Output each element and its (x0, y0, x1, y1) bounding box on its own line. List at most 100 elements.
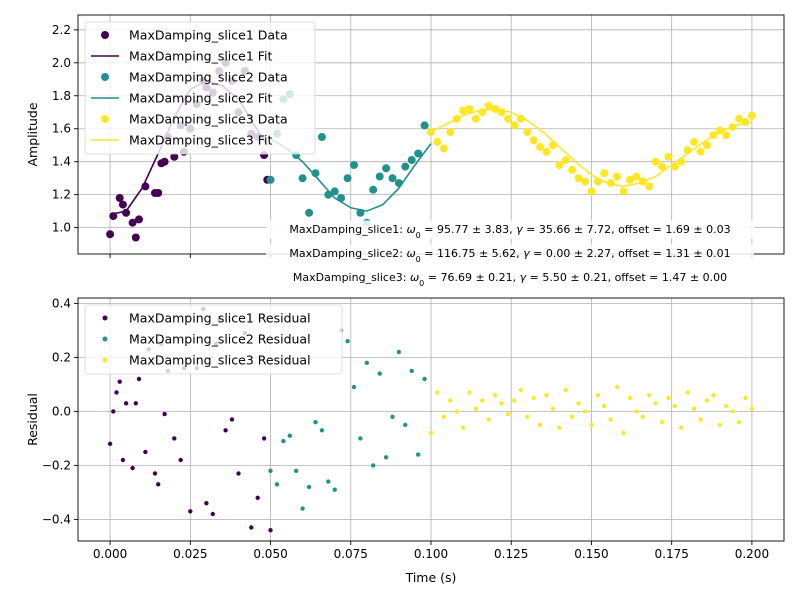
annotation-text: MaxDamping_slice3: ω0 = 76.69 ± 0.21, γ … (293, 271, 727, 288)
data-point (724, 403, 729, 409)
data-point (640, 414, 645, 419)
data-point (274, 482, 280, 487)
data-point (388, 174, 397, 183)
annotation-subscript: 0 (416, 231, 421, 240)
data-point (741, 118, 750, 127)
data-point (614, 384, 620, 390)
data-point (229, 417, 235, 422)
y-tick-label: 1.2 (52, 188, 71, 202)
annotation-text: MaxDamping_slice2: ω0 = 116.75 ± 5.62, γ… (289, 247, 730, 264)
data-point (593, 177, 602, 186)
data-point (664, 152, 673, 161)
annotation-box (266, 244, 754, 263)
data-point (120, 457, 126, 463)
data-point (691, 406, 697, 411)
data-point (401, 162, 410, 171)
data-point (454, 409, 459, 414)
y-tick-label: 2.0 (52, 56, 71, 70)
legend-marker-swatch (101, 73, 109, 81)
data-point (747, 111, 756, 120)
x-tick-label: 0.125 (494, 547, 528, 561)
y-tick-label: 2.2 (52, 23, 71, 37)
data-point (332, 487, 337, 492)
data-point (255, 495, 260, 500)
data-point (645, 182, 654, 191)
legend: MaxDamping_slice1 Residual MaxDamping_sli… (84, 304, 343, 375)
data-point (111, 409, 116, 414)
data-point (452, 114, 461, 123)
annotation-box (266, 268, 754, 287)
data-point (131, 233, 140, 242)
data-point (471, 114, 480, 123)
data-point (396, 349, 402, 355)
data-point (465, 105, 474, 113)
data-point (403, 422, 408, 428)
x-axis-label: Time (s) (405, 570, 457, 585)
y-tick-label: 1.6 (52, 122, 71, 136)
data-point (544, 393, 549, 398)
data-point (446, 128, 455, 136)
data-point (160, 157, 169, 166)
annotation-part: = 116.75 ± 5.62, (421, 247, 523, 260)
data-point (317, 133, 326, 141)
data-point (223, 428, 228, 433)
data-point (683, 146, 692, 155)
data-point (542, 147, 551, 156)
data-point (152, 471, 158, 476)
data-point (653, 401, 658, 406)
data-point (178, 457, 183, 463)
data-point (638, 177, 647, 186)
data-point (210, 511, 215, 517)
legend-label: MaxDamping_slice3 Data (129, 112, 288, 127)
data-point (261, 436, 267, 441)
data-point (441, 414, 446, 419)
y-tick-label: 1.0 (52, 221, 71, 235)
data-point (563, 387, 568, 392)
data-point (730, 409, 735, 414)
data-point (268, 528, 273, 533)
chart-panel-2: 0.000 0.025 0.050 0.075 0.100 0.125 0.150 0.175… (25, 296, 785, 585)
data-point (123, 401, 129, 406)
data-point (555, 161, 564, 169)
legend-marker-swatch (102, 315, 108, 321)
data-point (351, 384, 357, 390)
data-point (516, 114, 525, 123)
data-point (561, 156, 570, 164)
legend-marker-swatch (102, 357, 108, 363)
data-point (236, 471, 241, 476)
data-point (587, 187, 596, 196)
legend-box (84, 304, 343, 375)
data-point (407, 156, 416, 164)
data-point (749, 406, 755, 411)
data-point (377, 371, 382, 376)
data-point (375, 172, 384, 181)
x-tick-label: 0.100 (414, 547, 448, 561)
data-point (420, 121, 429, 130)
chart-panel-1: 1.0 1.2 1.4 1.6 1.8 2.0 2.2 Amplitude MaxDamping… (25, 14, 785, 288)
data-point (383, 455, 389, 460)
legend-marker-swatch (102, 336, 108, 342)
data-point (576, 401, 581, 406)
data-point (371, 463, 376, 468)
data-point (305, 208, 314, 217)
annotation-part: γ (523, 247, 530, 260)
y-tick-label: 0.0 (52, 404, 71, 418)
legend-box (84, 21, 316, 155)
annotation-subscript: 0 (416, 255, 421, 264)
data-point (736, 420, 742, 425)
data-point (422, 376, 427, 382)
y-tick-label: 1.8 (52, 89, 71, 103)
data-point (619, 187, 628, 196)
annotation-part: = 5.50 ± 0.21, offset = 1.47 ± 0.00 (526, 271, 727, 284)
annotation-part: MaxDamping_slice3: (293, 271, 410, 284)
annotation-part: = 76.69 ± 0.21, (424, 271, 519, 284)
data-point (698, 417, 703, 422)
data-point (510, 121, 519, 130)
data-point (433, 137, 442, 146)
data-point (659, 420, 665, 425)
y-axis-label: Residual (25, 393, 40, 446)
data-point (382, 164, 391, 173)
data-point (459, 106, 468, 115)
data-point (188, 509, 193, 514)
data-point (115, 194, 124, 202)
